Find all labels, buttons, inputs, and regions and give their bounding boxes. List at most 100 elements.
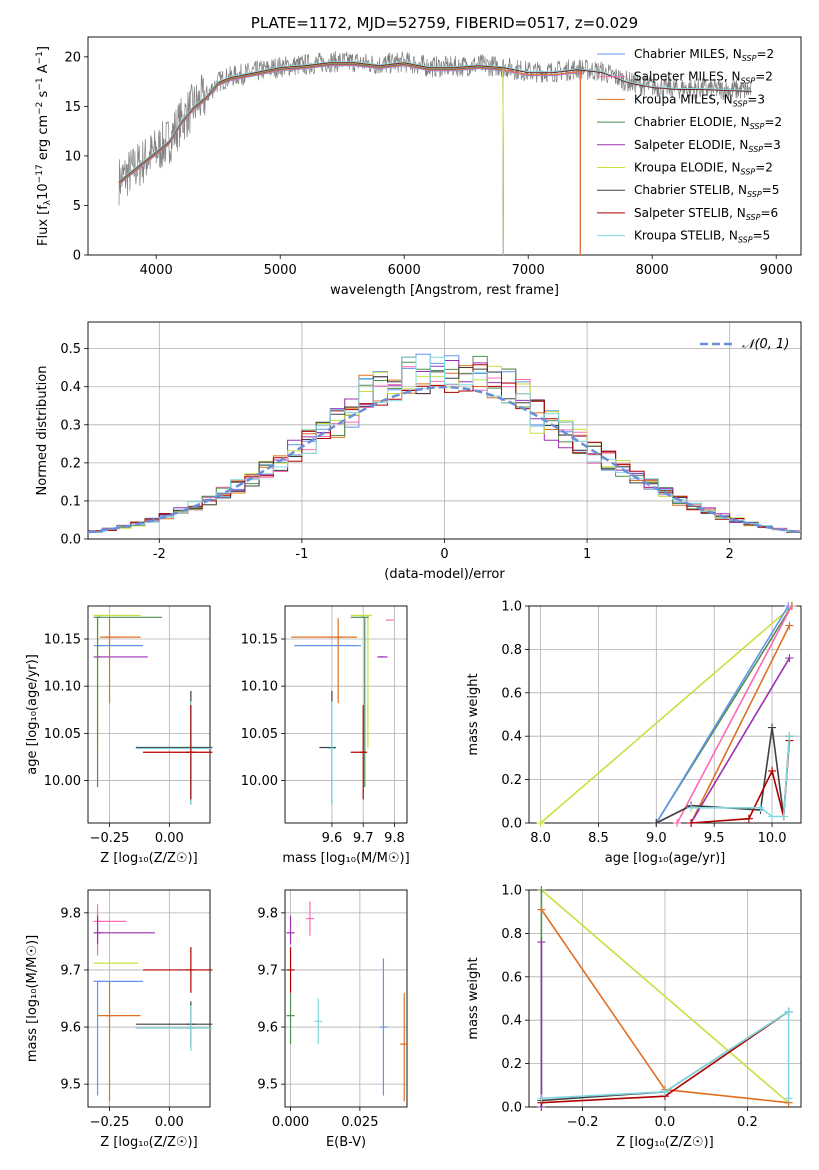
legend-label: Salpeter ELODIE, NSSP=3 [634,138,781,154]
y-axis-label: Normed distribution [35,366,50,496]
axes-frame [87,36,802,256]
x-tick-label: 1 [583,547,591,562]
mass-weight-line [541,1010,790,1100]
x-tick-label: -1 [295,547,308,562]
legend-label: 𝒩(0, 1) [742,337,789,352]
x-axis-label: Z [log₁₀(Z/Z☉)] [616,1135,713,1150]
data-point-marker [785,621,794,630]
y-tick-label: 1.0 [501,600,522,615]
y-tick-label: 0 [73,249,81,264]
data-point-marker [768,766,777,775]
mass-weight-line [540,605,793,824]
x-tick-label: 8000 [636,263,669,278]
axes-frame [87,889,211,1108]
data-point-marker [661,1087,669,1096]
y-tick-label: 9.7 [60,963,81,978]
model-spectrum-line [118,61,752,182]
x-tick-label: 0.025 [341,1115,378,1130]
y-tick-label: 9.6 [60,1021,81,1036]
x-tick-label: 9.0 [646,831,667,846]
gaussian-reference-line [87,385,802,534]
data-point-marker [787,602,796,610]
data-point-marker [537,905,546,914]
y-tick-label: 0.2 [501,1057,522,1072]
data-point-marker [785,654,794,663]
y-tick-label: 0.1 [60,494,81,509]
mass-weight-line [676,605,793,824]
data-point-marker [652,819,661,827]
axes-frame [87,321,802,540]
y-tick-label: 15 [64,100,81,115]
data-point-marker [785,732,794,741]
y-tick-label: 0.6 [501,686,522,701]
y-tick-label: 0.8 [501,927,522,942]
data-point-marker [687,803,696,812]
y-axis-label: mass weight [466,673,481,755]
x-tick-label: 0.00 [155,831,184,846]
x-tick-label: 9.8 [384,831,405,846]
axes-frame [87,605,211,824]
x-tick-label: 0.2 [737,1115,758,1130]
data-point-marker [779,812,788,821]
y-axis-label: mass weight [466,957,481,1039]
y-tick-label: 9.8 [60,906,81,921]
legend-label: Chabrier ELODIE, NSSP=2 [634,115,782,131]
x-tick-label: −0.25 [90,1115,130,1130]
observed-spectrum-line [118,50,752,206]
x-axis-label: Z [log₁₀(Z/Z☉)] [100,1135,197,1150]
x-tick-label: 10.0 [758,831,787,846]
x-axis-label: wavelength [Angstrom, rest frame] [330,283,559,298]
y-tick-label: 0.4 [60,380,81,395]
axes-frame [528,605,802,824]
y-tick-label: 5 [73,199,81,214]
legend-label: Salpeter STELIB, NSSP=6 [634,206,778,222]
data-point-marker [756,803,765,812]
model-spectrum-line [118,63,504,256]
legend-label: Chabrier STELIB, NSSP=5 [634,183,779,199]
x-axis-label: age [log₁₀(age/yr)] [605,851,726,866]
model-spectrum-line [118,63,504,256]
x-tick-label: 2 [726,547,734,562]
model-spectrum-line [118,62,504,256]
data-point-marker [537,1094,546,1103]
y-axis-label: Flux [fλ10−17 erg cm−2 s−1 A−1] [35,46,53,246]
y-tick-label: 10.15 [44,633,81,648]
y-tick-label: 9.6 [257,1021,278,1036]
x-tick-label: 7000 [512,263,545,278]
x-tick-label: 6000 [388,263,421,278]
y-tick-label: 10.05 [44,727,81,742]
x-axis-label: Z [log₁₀(Z/Z☉)] [100,851,197,866]
y-tick-label: 0.2 [501,773,522,788]
y-tick-label: 0.6 [501,970,522,985]
axes-frame [528,889,802,1108]
data-point-marker [768,812,777,821]
y-tick-label: 1.0 [501,884,522,899]
y-tick-label: 10.15 [241,633,278,648]
y-tick-label: 10 [64,149,81,164]
data-point-marker [768,723,777,732]
x-axis-label: E(B-V) [326,1135,366,1150]
chart-title: PLATE=1172, MJD=52759, FIBERID=0517, z=0… [251,14,638,32]
x-tick-label: 4000 [140,263,173,278]
x-tick-label: −0.2 [567,1115,599,1130]
x-axis-label: (data-model)/error [384,567,505,582]
y-tick-label: 0.5 [60,342,81,357]
y-tick-label: 0.0 [501,817,522,832]
x-tick-label: 9000 [760,263,793,278]
y-tick-label: 0.0 [60,533,81,548]
y-tick-label: 0.8 [501,643,522,658]
x-tick-label: 0.000 [272,1115,309,1130]
y-tick-label: 0.2 [60,456,81,471]
legend-label: Kroupa STELIB, NSSP=5 [634,229,770,245]
y-tick-label: 0.4 [501,730,522,745]
y-axis-label: mass [log₁₀(M/M☉)] [25,935,40,1062]
y-tick-label: 20 [64,50,81,65]
data-point-marker [784,1007,793,1016]
data-point-marker [744,814,753,823]
x-tick-label: 0.00 [155,1115,184,1130]
x-tick-label: 9.6 [322,831,343,846]
y-tick-label: 10.00 [44,774,81,789]
mass-weight-line [690,625,791,824]
legend-label: Salpeter MILES, NSSP=2 [634,70,773,86]
